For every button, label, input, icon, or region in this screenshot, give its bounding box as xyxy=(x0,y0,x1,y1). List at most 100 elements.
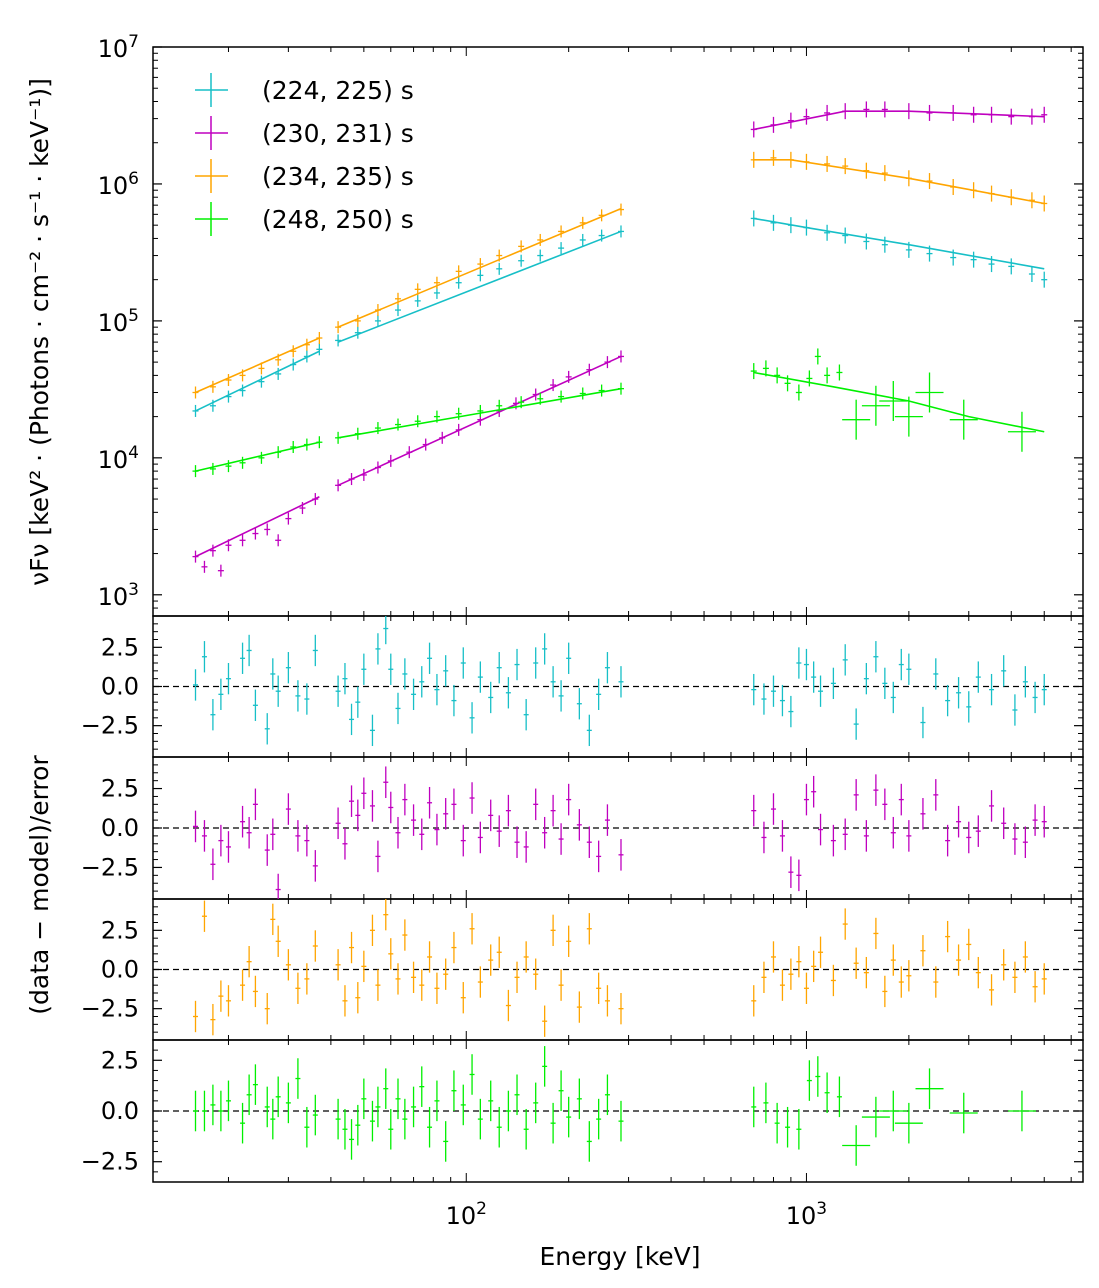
data-point-234-235 xyxy=(617,203,624,216)
data-point-230-231 xyxy=(455,423,462,436)
residual-point-230-231 xyxy=(451,788,457,821)
data-point-224-225 xyxy=(258,375,265,388)
residual-point-224-225 xyxy=(788,695,794,728)
residual-point-234-235 xyxy=(989,974,995,1006)
data-point-230-231 xyxy=(770,116,777,133)
data-point-234-235 xyxy=(926,173,933,190)
residual-point-248-250 xyxy=(514,1074,520,1116)
model-line-234-235 xyxy=(337,207,622,328)
x-tick-label: 103 xyxy=(786,1199,827,1230)
data-point-230-231 xyxy=(950,104,957,121)
residual-point-230-231 xyxy=(966,821,972,854)
residual-point-234-235 xyxy=(796,946,802,978)
residual-point-248-250 xyxy=(576,1078,582,1120)
data-point-234-235 xyxy=(863,162,870,179)
data-point-224-225 xyxy=(558,242,565,255)
y-tick-label: 0.0 xyxy=(101,1097,139,1125)
data-point-224-225 xyxy=(787,217,794,234)
data-point-248-250 xyxy=(795,384,802,401)
residual-point-230-231 xyxy=(542,816,548,849)
residual-point-248-250 xyxy=(201,1090,207,1132)
model-line-224-225 xyxy=(337,230,622,343)
y-tick-label: 105 xyxy=(98,306,139,337)
data-point-248-250 xyxy=(861,385,890,426)
residual-point-230-231 xyxy=(355,799,361,832)
residual-point-230-231 xyxy=(751,794,757,827)
data-point-230-231 xyxy=(803,108,810,125)
residual-point-248-250 xyxy=(304,1106,310,1148)
residual-point-248-250 xyxy=(586,1121,592,1162)
residual-point-230-231 xyxy=(533,788,539,821)
residual-point-248-250 xyxy=(815,1056,821,1097)
data-point-248-250 xyxy=(394,418,401,431)
data-point-234-235 xyxy=(950,178,957,195)
residual-point-224-225 xyxy=(477,661,483,693)
residual-point-230-231 xyxy=(295,820,301,852)
data-point-230-231 xyxy=(192,550,199,563)
residual-point-234-235 xyxy=(193,1000,199,1033)
model-line-230-231 xyxy=(753,110,1045,131)
model-line-230-231 xyxy=(195,496,320,558)
residual-point-248-250 xyxy=(443,1121,449,1162)
residual-point-230-231 xyxy=(402,783,408,816)
residual-point-230-231 xyxy=(270,818,276,851)
residual-point-230-231 xyxy=(596,840,602,873)
data-point-224-225 xyxy=(905,241,912,258)
data-point-248-250 xyxy=(518,396,525,409)
residual-point-224-225 xyxy=(779,684,785,717)
residual-point-234-235 xyxy=(882,975,888,1008)
x-tick-label: 102 xyxy=(446,1199,487,1230)
data-point-234-235 xyxy=(1008,189,1015,206)
data-point-234-235 xyxy=(455,265,462,278)
residual-point-248-250 xyxy=(824,1072,830,1114)
residual-point-248-250 xyxy=(419,1066,425,1107)
residual-point-234-235 xyxy=(488,944,494,976)
residual-point-230-231 xyxy=(779,820,785,852)
residual-point-248-250 xyxy=(842,1125,871,1166)
residual-point-234-235 xyxy=(514,961,520,993)
residual-point-224-225 xyxy=(342,663,348,695)
residual-point-230-231 xyxy=(469,782,475,814)
data-point-248-250 xyxy=(225,460,232,473)
residual-point-234-235 xyxy=(604,985,610,1017)
residual-point-230-231 xyxy=(920,798,926,830)
residual-point-224-225 xyxy=(906,653,912,685)
data-point-224-225 xyxy=(842,227,849,244)
residual-point-224-225 xyxy=(945,684,951,717)
data-point-230-231 xyxy=(275,534,282,547)
data-point-224-225 xyxy=(225,390,232,403)
data-point-230-231 xyxy=(988,106,995,123)
data-point-248-250 xyxy=(477,404,484,417)
residual-point-248-250 xyxy=(894,1102,923,1144)
residual-point-234-235 xyxy=(460,982,466,1014)
residual-point-234-235 xyxy=(369,914,375,946)
residual-point-224-225 xyxy=(761,683,767,715)
axis-ticks: 103 104 105 106 107 2.5 0.0 −2.5 2.5 0.0 −2.5 2.5 0.… xyxy=(81,32,1083,1230)
data-point-230-231 xyxy=(264,523,271,536)
y-tick-label: −2.5 xyxy=(81,995,139,1023)
data-point-234-235 xyxy=(354,314,361,327)
residual-point-230-231 xyxy=(264,834,270,866)
residual-point-248-250 xyxy=(295,1058,301,1099)
residual-point-230-231 xyxy=(275,873,281,899)
residual-point-230-231 xyxy=(505,794,511,827)
data-point-230-231 xyxy=(239,534,246,547)
data-point-230-231 xyxy=(586,363,593,376)
residual-point-224-225 xyxy=(383,616,389,645)
residual-point-234-235 xyxy=(264,993,270,1025)
data-point-230-231 xyxy=(1041,106,1048,123)
y-tick-label: 2.5 xyxy=(101,633,139,661)
data-point-248-250 xyxy=(192,465,199,478)
model-line-248-250 xyxy=(753,371,1045,433)
residual-point-224-225 xyxy=(1041,673,1047,706)
residual-point-234-235 xyxy=(945,920,951,953)
data-point-248-250 xyxy=(496,399,503,412)
data-point-224-225 xyxy=(290,358,297,371)
residual-point-230-231 xyxy=(285,793,291,825)
data-point-234-235 xyxy=(209,380,216,393)
data-point-248-250 xyxy=(354,427,361,440)
data-point-230-231 xyxy=(422,438,429,451)
y-tick-label: 2.5 xyxy=(101,1046,139,1074)
data-point-224-225 xyxy=(374,314,381,327)
residual-point-234-235 xyxy=(761,961,767,993)
